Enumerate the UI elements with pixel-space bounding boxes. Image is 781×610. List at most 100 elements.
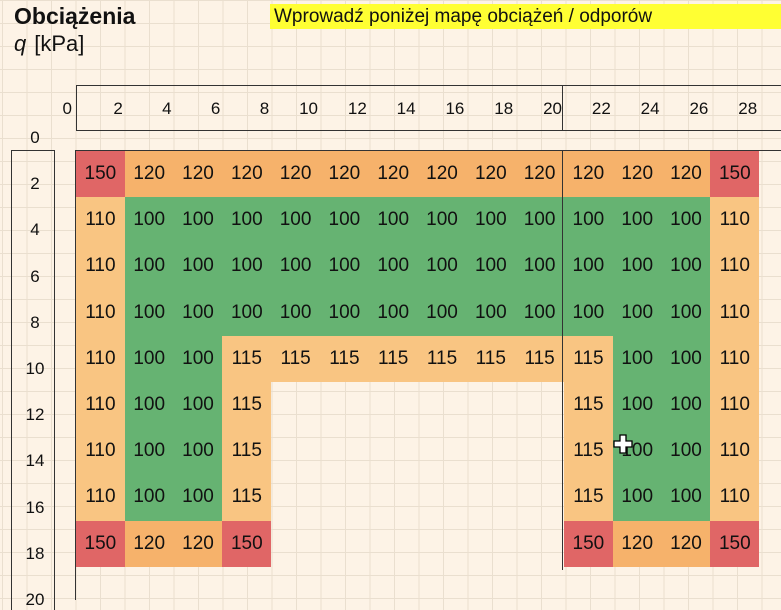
load-cell[interactable]: 115 bbox=[271, 335, 320, 382]
load-cell[interactable]: 100 bbox=[661, 243, 711, 290]
load-cell[interactable]: 100 bbox=[271, 197, 320, 244]
load-cell[interactable]: 100 bbox=[173, 382, 223, 429]
load-cell[interactable]: 110 bbox=[76, 289, 125, 336]
load-cell[interactable]: 100 bbox=[222, 243, 272, 290]
load-cell[interactable]: 100 bbox=[661, 289, 711, 336]
load-cell[interactable]: 100 bbox=[417, 243, 467, 290]
load-cell[interactable]: 100 bbox=[466, 289, 516, 336]
load-cell[interactable]: 100 bbox=[320, 197, 369, 244]
load-cell[interactable]: 100 bbox=[612, 289, 662, 336]
load-cell[interactable]: 110 bbox=[710, 382, 760, 429]
load-cell[interactable]: 120 bbox=[661, 151, 711, 198]
load-cell[interactable]: 115 bbox=[466, 335, 516, 382]
load-cell[interactable]: 100 bbox=[564, 243, 613, 290]
load-cell[interactable]: 100 bbox=[173, 474, 223, 521]
load-cell[interactable]: 100 bbox=[320, 289, 369, 336]
load-cell[interactable]: 115 bbox=[417, 335, 467, 382]
load-cell[interactable]: 100 bbox=[173, 197, 223, 244]
load-cell[interactable]: 150 bbox=[710, 520, 760, 567]
load-cell[interactable]: 115 bbox=[320, 335, 369, 382]
load-cell[interactable]: 150 bbox=[222, 520, 272, 567]
load-cell[interactable]: 100 bbox=[124, 335, 174, 382]
load-cell[interactable]: 110 bbox=[710, 289, 760, 336]
load-cell[interactable]: 115 bbox=[515, 335, 564, 382]
load-cell[interactable]: 120 bbox=[124, 151, 174, 198]
load-cell[interactable]: 110 bbox=[76, 335, 125, 382]
load-cell[interactable]: 100 bbox=[173, 335, 223, 382]
load-cell[interactable]: 115 bbox=[564, 474, 613, 521]
load-cell[interactable]: 100 bbox=[661, 428, 711, 475]
load-cell[interactable]: 115 bbox=[564, 382, 613, 429]
load-cell[interactable]: 100 bbox=[661, 197, 711, 244]
load-cell[interactable]: 115 bbox=[222, 382, 272, 429]
load-cell[interactable]: 100 bbox=[466, 197, 516, 244]
load-cell[interactable]: 100 bbox=[173, 289, 223, 336]
load-cell[interactable]: 100 bbox=[515, 289, 564, 336]
load-cell[interactable]: 100 bbox=[124, 474, 174, 521]
load-cell[interactable]: 100 bbox=[564, 289, 613, 336]
load-cell[interactable]: 110 bbox=[710, 474, 760, 521]
instruction-banner[interactable]: Wprowadź poniżej mapę obciążeń / odporów bbox=[270, 4, 781, 29]
load-cell[interactable]: 100 bbox=[124, 197, 174, 244]
load-cell[interactable]: 100 bbox=[368, 289, 418, 336]
load-cell[interactable]: 110 bbox=[76, 474, 125, 521]
load-cell[interactable]: 150 bbox=[564, 520, 613, 567]
load-cell[interactable]: 100 bbox=[222, 197, 272, 244]
load-cell[interactable]: 100 bbox=[124, 428, 174, 475]
load-cell[interactable]: 110 bbox=[710, 428, 760, 475]
load-cell[interactable]: 150 bbox=[710, 151, 760, 198]
load-cell[interactable]: 100 bbox=[173, 428, 223, 475]
load-cell[interactable]: 120 bbox=[173, 151, 223, 198]
load-cell[interactable]: 100 bbox=[612, 335, 662, 382]
load-cell[interactable]: 100 bbox=[612, 474, 662, 521]
load-cell[interactable]: 100 bbox=[466, 243, 516, 290]
load-cell[interactable]: 110 bbox=[76, 428, 125, 475]
load-cell[interactable]: 100 bbox=[320, 243, 369, 290]
load-cell[interactable]: 115 bbox=[564, 428, 613, 475]
load-cell[interactable]: 120 bbox=[368, 151, 418, 198]
load-cell[interactable]: 100 bbox=[124, 289, 174, 336]
load-cell[interactable]: 110 bbox=[76, 243, 125, 290]
load-cell[interactable]: 120 bbox=[515, 151, 564, 198]
load-cell[interactable]: 100 bbox=[124, 243, 174, 290]
load-cell[interactable]: 100 bbox=[271, 243, 320, 290]
load-cell[interactable]: 115 bbox=[564, 335, 613, 382]
load-cell[interactable]: 120 bbox=[124, 520, 174, 567]
load-cell[interactable]: 100 bbox=[368, 243, 418, 290]
load-cell[interactable]: 100 bbox=[564, 197, 613, 244]
load-cell[interactable]: 150 bbox=[76, 520, 125, 567]
load-cell[interactable]: 150 bbox=[76, 151, 125, 198]
load-cell[interactable]: 100 bbox=[612, 197, 662, 244]
load-cell[interactable]: 100 bbox=[417, 197, 467, 244]
load-cell[interactable]: 110 bbox=[76, 197, 125, 244]
load-cell[interactable]: 100 bbox=[222, 289, 272, 336]
load-cell[interactable]: 110 bbox=[710, 197, 760, 244]
load-cell[interactable]: 120 bbox=[564, 151, 613, 198]
load-cell[interactable]: 120 bbox=[417, 151, 467, 198]
load-cell[interactable]: 100 bbox=[515, 243, 564, 290]
load-cell[interactable]: 100 bbox=[368, 197, 418, 244]
load-cell[interactable]: 110 bbox=[710, 335, 760, 382]
load-cell[interactable]: 120 bbox=[173, 520, 223, 567]
load-cell[interactable]: 100 bbox=[612, 382, 662, 429]
load-cell[interactable]: 115 bbox=[222, 428, 272, 475]
load-cell[interactable]: 120 bbox=[271, 151, 320, 198]
load-cell[interactable]: 120 bbox=[466, 151, 516, 198]
load-cell[interactable]: 100 bbox=[124, 382, 174, 429]
load-cell[interactable]: 115 bbox=[368, 335, 418, 382]
load-cell[interactable]: 120 bbox=[661, 520, 711, 567]
load-cell[interactable]: 100 bbox=[173, 243, 223, 290]
load-cell[interactable]: 115 bbox=[222, 474, 272, 521]
load-cell[interactable]: 100 bbox=[515, 197, 564, 244]
load-cell[interactable]: 120 bbox=[612, 151, 662, 198]
load-cell[interactable]: 120 bbox=[222, 151, 272, 198]
load-cell[interactable]: 120 bbox=[320, 151, 369, 198]
load-cell[interactable]: 100 bbox=[661, 382, 711, 429]
load-cell[interactable]: 100 bbox=[271, 289, 320, 336]
load-cell[interactable]: 110 bbox=[710, 243, 760, 290]
load-cell[interactable]: 115 bbox=[222, 335, 272, 382]
load-cell[interactable]: 100 bbox=[661, 474, 711, 521]
load-cell[interactable]: 120 bbox=[612, 520, 662, 567]
load-cell[interactable]: 110 bbox=[76, 382, 125, 429]
load-cell[interactable]: 100 bbox=[417, 289, 467, 336]
